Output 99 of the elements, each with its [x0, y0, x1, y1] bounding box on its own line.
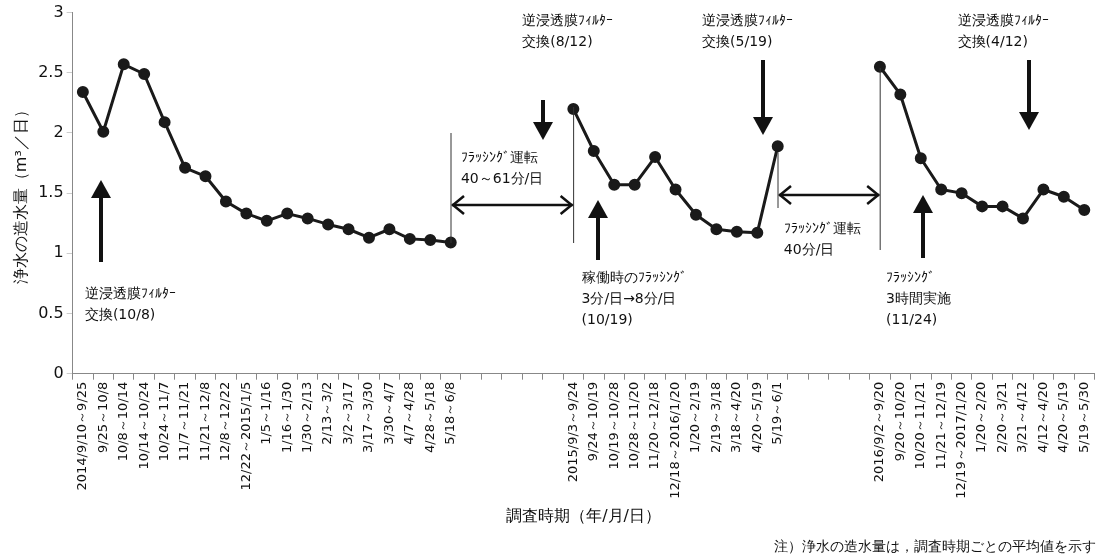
point [955, 187, 968, 200]
x-tick-label: 5/19～6/1 [769, 381, 785, 445]
point [117, 58, 130, 71]
x-tick-label: 4/20～5/19 [1055, 381, 1071, 454]
point [1057, 190, 1070, 203]
x-tick-label: 12/22～2015/1/5 [237, 381, 253, 491]
y-tick-label: 2 [53, 122, 64, 142]
annotation: 逆浸透膜ﾌｨﾙﾀｰ交換(5/19) [702, 11, 794, 51]
point [628, 178, 641, 191]
text: 注）浄水の造水量は，調査時期ごとの平均値を示す [774, 537, 1096, 556]
point [76, 86, 89, 99]
x-tick-label: 12/18～2016/1/20 [666, 381, 682, 499]
x-tick-label: 1/20～2/20 [973, 381, 989, 454]
x-tick-label: 1/5～1/16 [258, 381, 274, 445]
point [649, 151, 662, 164]
y-tick-label: 0 [53, 362, 64, 382]
x-tick-label: 2/20～3/21 [993, 381, 1009, 454]
x-tick-label: 10/8～10/14 [115, 381, 131, 462]
x-tick-label: 5/19～5/30 [1075, 381, 1091, 454]
x-tick-label: 11/21～12/8 [196, 381, 212, 462]
point [260, 214, 273, 227]
point [219, 195, 232, 208]
x-tick-label: 2015/9/3～9/24 [564, 381, 580, 483]
point [97, 125, 110, 138]
point [935, 183, 948, 196]
x-tick-label: 3/2～3/17 [339, 381, 355, 445]
x-axis-title: 調査時期（年/月/日） [506, 505, 661, 525]
point [301, 212, 314, 225]
annotation: ﾌﾗｯｼﾝｸﾞ3時間実施(11/24) [886, 268, 951, 329]
x-tick-label: 4/7～4/28 [401, 381, 417, 445]
annotation: ﾌﾗｯｼﾝｸﾞ運転40分/日 [783, 219, 861, 259]
x-tick-label: 4/20～5/19 [748, 381, 764, 454]
point [914, 152, 927, 165]
point [383, 223, 396, 236]
x-tick-label: 11/21～12/19 [932, 381, 948, 470]
point [342, 223, 355, 236]
x-tick-label: 1/16～1/30 [278, 381, 294, 454]
x-tick-label: 10/20～11/21 [912, 381, 928, 470]
point [403, 232, 416, 245]
point [710, 223, 723, 236]
x-tick-label: 11/20～12/18 [646, 381, 662, 470]
x-tick-label: 9/24～10/19 [585, 381, 601, 462]
point [362, 231, 375, 244]
x-tick-label: 10/28～11/20 [626, 381, 642, 470]
x-tick-label: 3/21～4/12 [1014, 381, 1030, 454]
point [587, 145, 600, 158]
y-tick-label: 2.5 [38, 61, 64, 81]
x-tick-label: 11/7～11/21 [176, 381, 192, 462]
point [1016, 212, 1029, 225]
x-tick-label: 9/20～10/20 [891, 381, 907, 462]
point [138, 67, 151, 80]
annotation: ﾌﾗｯｼﾝｸﾞ運転40～61分/日 [460, 148, 544, 188]
point [199, 170, 212, 183]
x-tick-label: 5/18～6/8 [442, 381, 458, 445]
y-tick-label: 0.5 [38, 302, 64, 322]
annotation: 逆浸透膜ﾌｨﾙﾀｰ交換(10/8) [84, 284, 176, 324]
x-tick-label: 4/28～5/18 [421, 381, 437, 454]
x-tick-label: 10/24～11/7 [155, 381, 171, 462]
annotation: 逆浸透膜ﾌｨﾙﾀｰ交換(4/12) [957, 11, 1049, 51]
point [730, 225, 743, 238]
point [976, 200, 989, 213]
y-axis-title: 浄水の造水量（m³／日） [10, 102, 30, 285]
x-tick-label: 3/17～3/30 [360, 381, 376, 454]
y-tick-label: 1.5 [38, 182, 64, 202]
point [894, 88, 907, 101]
point [281, 207, 294, 220]
annotation: 稼働時のﾌﾗｯｼﾝｸﾞ3分/日→8分/日(10/19) [581, 268, 687, 329]
x-tick-label: 2/19～3/18 [707, 381, 723, 454]
point [179, 161, 192, 174]
x-tick-label: 2014/9/10～9/25 [74, 381, 90, 491]
point [240, 207, 253, 220]
x-tick-label: 9/25～10/8 [94, 381, 110, 454]
x-tick-label: 3/18～4/20 [728, 381, 744, 454]
x-tick-label: 1/30～2/13 [299, 381, 315, 454]
x-tick-label: 1/20～2/19 [687, 381, 703, 454]
x-tick-label: 12/19～2017/1/20 [953, 381, 969, 499]
x-tick-label: 4/12～4/20 [1034, 381, 1050, 454]
point [689, 208, 702, 221]
point [567, 102, 580, 115]
point [608, 178, 621, 191]
point [771, 140, 784, 153]
point [424, 234, 437, 247]
point [322, 218, 335, 231]
x-tick-label: 3/30～4/7 [380, 381, 396, 445]
x-tick-label: 2/13～3/2 [319, 381, 335, 445]
y-tick-label: 1 [53, 242, 64, 262]
y-tick-label: 3 [53, 1, 64, 21]
point [1037, 183, 1050, 196]
x-tick-label: 10/19～10/28 [605, 381, 621, 470]
point [669, 183, 682, 196]
point [873, 60, 886, 73]
x-tick-label: 10/14～10/24 [135, 381, 151, 470]
point [1078, 203, 1091, 216]
point [751, 226, 764, 239]
annotation: 逆浸透膜ﾌｨﾙﾀｰ交換(8/12) [522, 11, 614, 51]
point [996, 200, 1009, 213]
x-tick-label: 12/8～12/22 [217, 381, 233, 462]
point [158, 116, 171, 129]
x-tick-label: 2016/9/2～9/20 [871, 381, 887, 483]
